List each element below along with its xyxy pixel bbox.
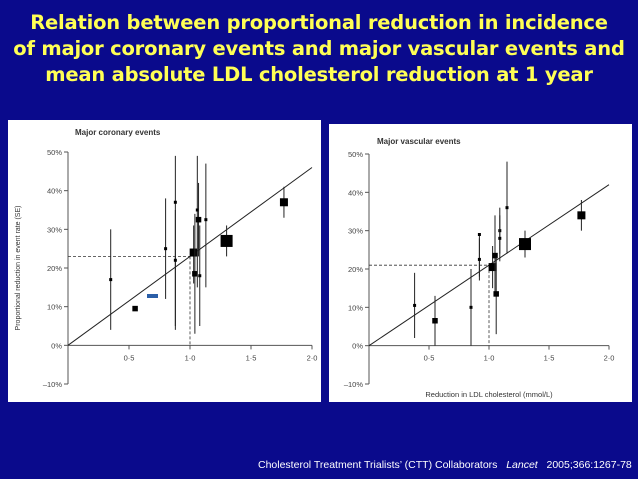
y-tick-label: 30% bbox=[348, 227, 363, 236]
x-tick-label: 2·0 bbox=[604, 354, 615, 363]
y-tick-label: 0% bbox=[352, 342, 363, 351]
data-point bbox=[488, 263, 497, 272]
vascular-events-chart: –10% 0% 10% 20% 30% 40% 50% 0·5 1·0 1·5 2·0 Major v… bbox=[344, 137, 615, 399]
coronary-events-panel: –10% 0% 10% 20% 30% 40% 50% 0·5 1·0 1·5 2·0 Major c… bbox=[8, 120, 321, 402]
data-point bbox=[505, 206, 509, 210]
data-point bbox=[132, 305, 138, 312]
data-point bbox=[279, 198, 288, 207]
y-tick-label: –10% bbox=[344, 380, 364, 389]
citation-authors: Cholesterol Treatment Trialists’ (CTT) C… bbox=[258, 459, 498, 471]
y-tick-label: 20% bbox=[348, 265, 363, 274]
data-point bbox=[477, 233, 481, 236]
citation-journal: Lancet bbox=[506, 459, 538, 471]
citation-ref: 2005;366:1267-78 bbox=[546, 459, 632, 471]
vascular-events-panel: –10% 0% 10% 20% 30% 40% 50% 0·5 1·0 1·5 2·0 Major v… bbox=[329, 124, 632, 402]
data-point bbox=[493, 291, 499, 297]
x-tick-label: 0·5 bbox=[424, 354, 435, 363]
x-tick-label: 1·5 bbox=[246, 353, 257, 362]
y-tick-label: –10% bbox=[43, 380, 63, 389]
data-point bbox=[492, 252, 498, 259]
x-tick-label: 1·0 bbox=[185, 353, 196, 362]
x-tick-label: 0·5 bbox=[124, 353, 135, 362]
y-axis-label: Proportional reduction in event rate (SE… bbox=[15, 206, 22, 331]
y-tick-label: 40% bbox=[348, 188, 363, 197]
data-point bbox=[519, 238, 531, 251]
highlight-dash bbox=[147, 294, 158, 298]
data-point bbox=[173, 258, 177, 262]
data-point bbox=[198, 274, 202, 278]
slide-title: Relation between proportional reduction … bbox=[0, 10, 638, 88]
x-tick-label: 1·5 bbox=[544, 354, 555, 363]
data-point bbox=[477, 257, 481, 261]
coronary-events-chart: –10% 0% 10% 20% 30% 40% 50% 0·5 1·0 1·5 2·0 Major c… bbox=[15, 128, 318, 389]
data-point bbox=[498, 236, 502, 240]
chart-title: Major coronary events bbox=[75, 128, 161, 137]
data-point bbox=[195, 208, 199, 212]
title-line-1: Relation between proportional reduction … bbox=[30, 11, 608, 34]
x-axis-label: Reduction in LDL cholesterol (mmol/L) bbox=[425, 390, 553, 399]
data-point bbox=[192, 271, 198, 277]
data-point bbox=[204, 218, 208, 222]
y-tick-label: 0% bbox=[51, 341, 62, 350]
y-tick-label: 20% bbox=[47, 264, 62, 273]
y-tick-label: 10% bbox=[348, 303, 363, 312]
y-tick-label: 50% bbox=[47, 148, 62, 157]
data-point bbox=[109, 278, 113, 282]
x-tick-label: 1·0 bbox=[484, 354, 495, 363]
y-tick-label: 10% bbox=[47, 303, 62, 312]
data-point bbox=[220, 234, 233, 247]
y-tick-label: 50% bbox=[348, 150, 363, 159]
data-point bbox=[577, 211, 586, 220]
data-point bbox=[189, 248, 198, 257]
title-line-3: mean absolute LDL cholesterol reduction … bbox=[45, 63, 593, 86]
chart-title: Major vascular events bbox=[377, 137, 461, 146]
data-point bbox=[469, 305, 473, 309]
data-point bbox=[432, 318, 438, 324]
data-point bbox=[413, 303, 417, 307]
data-point bbox=[173, 200, 177, 204]
x-tick-label: 2·0 bbox=[307, 353, 318, 362]
title-line-2: of major coronary events and major vascu… bbox=[13, 37, 625, 60]
citation: Cholesterol Treatment Trialists’ (CTT) C… bbox=[258, 459, 632, 471]
y-tick-label: 40% bbox=[47, 187, 62, 196]
data-point bbox=[195, 216, 202, 223]
data-point bbox=[164, 247, 168, 251]
y-tick-label: 30% bbox=[47, 225, 62, 234]
